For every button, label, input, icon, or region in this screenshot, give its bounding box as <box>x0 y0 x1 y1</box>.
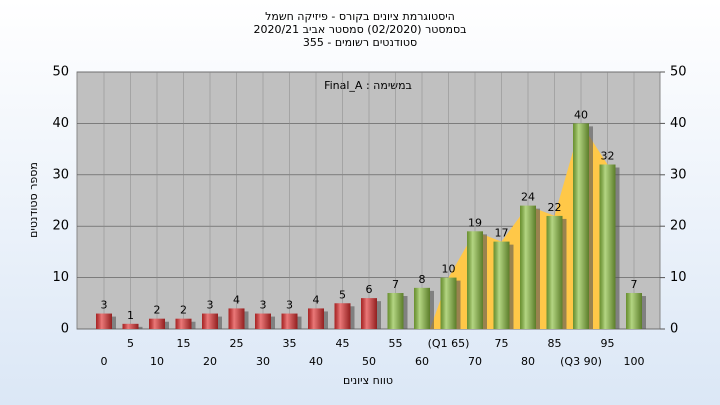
value-label: 2 <box>180 304 187 317</box>
y-tick-label: 30 <box>52 167 69 182</box>
x-tick-label: 0 <box>101 355 108 368</box>
bar-shade <box>467 231 483 329</box>
x-tick-label: 10 <box>150 355 164 368</box>
value-label: 24 <box>521 191 535 204</box>
x-axis-label: טווח ציונים <box>343 374 393 387</box>
y2-tick-label: 50 <box>670 65 687 80</box>
x-tick-label: 100 <box>624 355 645 368</box>
x-tick-label: 25 <box>230 337 244 350</box>
bar-shade <box>520 205 536 329</box>
x-tick-label: 85 <box>548 337 562 350</box>
bar-shade <box>281 313 298 329</box>
value-label: 4 <box>233 293 240 306</box>
bar-shade <box>546 215 563 329</box>
x-tick-label: 35 <box>283 337 297 350</box>
value-label: 3 <box>101 299 108 312</box>
x-tick-label: 75 <box>495 337 509 350</box>
annotation: במשימה : Final_A <box>324 79 412 92</box>
x-tick-label: 95 <box>601 337 615 350</box>
bar-shade <box>308 308 324 329</box>
value-label: 2 <box>154 304 161 317</box>
x-tick-label: 60 <box>415 355 429 368</box>
bar-shade <box>387 293 404 329</box>
value-label: 3 <box>286 299 293 312</box>
x-tick-label: 40 <box>309 355 323 368</box>
bar-shade <box>255 313 271 329</box>
value-label: 3 <box>260 299 267 312</box>
x-tick-label: 20 <box>203 355 217 368</box>
title-line: היסטוגרמת ציונים בקורס - פיזיקה חשמל <box>265 10 455 23</box>
value-label: 7 <box>392 278 399 291</box>
value-label: 17 <box>495 227 509 240</box>
value-label: 40 <box>574 108 588 121</box>
bar-shade <box>414 287 430 329</box>
bar-shade <box>96 313 112 329</box>
y-tick-label: 0 <box>61 322 69 337</box>
bar-shade <box>122 323 139 329</box>
x-tick-label: 70 <box>468 355 482 368</box>
value-label: 1 <box>127 309 134 322</box>
y-tick-label: 20 <box>52 219 69 234</box>
y2-tick-label: 10 <box>670 270 687 285</box>
bar-shade <box>493 241 510 329</box>
value-label: 3 <box>207 299 214 312</box>
value-label: 7 <box>631 278 638 291</box>
value-label: 19 <box>468 216 482 229</box>
value-label: 22 <box>548 201 562 214</box>
bar-shade <box>228 308 245 329</box>
y2-tick-label: 30 <box>670 167 687 182</box>
bar-shade <box>175 318 192 329</box>
value-label: 6 <box>366 283 373 296</box>
title-line: בסמסטר (02/2020) סמסטר אביב 2020/21 <box>253 23 466 36</box>
value-label: 8 <box>419 273 426 286</box>
x-tick-label: 5 <box>127 337 134 350</box>
bar-shade <box>149 318 165 329</box>
x-tick-label: 30 <box>256 355 270 368</box>
x-tick-label: (Q1 65) <box>428 337 470 350</box>
bar-shade <box>202 313 218 329</box>
x-tick-label: 55 <box>389 337 403 350</box>
value-label: 4 <box>313 293 320 306</box>
value-label: 32 <box>601 150 615 163</box>
y-tick-label: 50 <box>52 65 69 80</box>
x-tick-label: 80 <box>521 355 535 368</box>
x-tick-label: 15 <box>177 337 191 350</box>
y-tick-label: 40 <box>52 116 69 131</box>
y2-tick-label: 20 <box>670 219 687 234</box>
y2-tick-label: 0 <box>670 322 678 337</box>
x-tick-label: 50 <box>362 355 376 368</box>
title-line: סטודנטים רשומים - 355 <box>303 36 417 49</box>
bar-shade <box>334 303 351 329</box>
bar-shade <box>626 293 642 329</box>
bar-shade <box>361 298 377 329</box>
value-label: 5 <box>339 288 346 301</box>
x-tick-label: 45 <box>336 337 350 350</box>
y2-tick-label: 40 <box>670 116 687 131</box>
value-label: 10 <box>442 263 456 276</box>
bar-shade <box>573 123 589 330</box>
x-tick-label: (Q3 90) <box>560 355 602 368</box>
y-axis-label: מספר סטודנטים <box>27 162 40 238</box>
bar-shade <box>440 277 457 329</box>
y-tick-label: 10 <box>52 270 69 285</box>
bar-shade <box>599 164 616 329</box>
